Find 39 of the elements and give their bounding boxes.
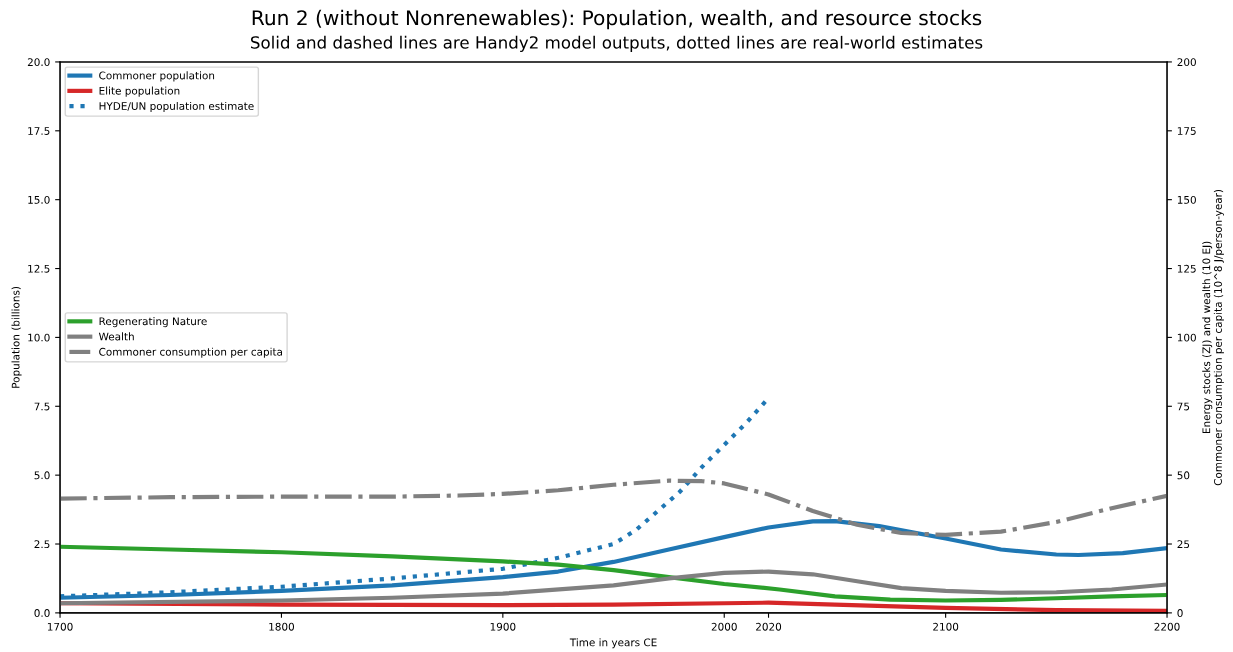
y2-tick-label: 0 [1177, 609, 1183, 617]
chart-subtitle: Solid and dashed lines are Handy2 model outputs, dotted lines are real-world estimates [250, 35, 983, 52]
y-axis-title: Population (billions) [11, 286, 22, 388]
x-tick-label: 1900 [490, 622, 516, 631]
y2-tick-label: 175 [1177, 127, 1196, 135]
legend-label: Elite population [99, 86, 180, 97]
chart-title: Run 2 (without Nonrenewables): Population, wealth, and resource stocks [252, 9, 982, 30]
line-series [60, 478, 1168, 538]
y2-tick-label: 125 [1177, 264, 1196, 273]
y2-tick-label: 150 [1177, 195, 1196, 204]
line-series [60, 544, 1168, 603]
x-tick-label: 2020 [756, 622, 782, 631]
line-series [60, 569, 1168, 606]
y-tick-label: 0.0 [34, 609, 50, 617]
y-tick-label: 20.0 [27, 58, 50, 67]
y-tick-label: 10.0 [28, 333, 50, 342]
legend-label: Regenerating Nature [99, 317, 207, 328]
y-tick-label: 17.5 [28, 127, 50, 135]
y2-axis-title: Energy stocks (ZJ) and wealth (10 EJ) Commoner consumption per capita (10^8 J/person-year) [1202, 189, 1224, 486]
x-tick-label: 2200 [1154, 622, 1180, 631]
y2-tick-label: 75 [1177, 402, 1190, 411]
y2-tick-label: 50 [1177, 471, 1190, 480]
x-tick-label: 2000 [711, 622, 737, 631]
y-tick-label: 2.5 [34, 540, 50, 549]
y2-tick-label: 200 [1177, 58, 1196, 67]
x-tick-label: 1700 [47, 622, 73, 631]
x-axis-title: Time in years CE [569, 638, 657, 649]
legend-label: Commoner consumption per capita [99, 347, 283, 358]
y2-tick-label: 100 [1177, 333, 1196, 342]
x-tick-label: 1800 [269, 622, 295, 631]
y-tick-label: 12.5 [28, 264, 50, 273]
y-tick-label: 15.0 [28, 195, 50, 204]
y-tick-label: 5.0 [34, 471, 50, 480]
y-tick-label: 7.5 [34, 402, 50, 411]
legend-label: Commoner population [99, 71, 215, 82]
legend-label: HYDE/UN population estimate [99, 101, 254, 112]
y2-tick-label: 25 [1177, 540, 1190, 549]
legend-label: Wealth [98, 332, 134, 341]
x-tick-label: 2100 [933, 622, 959, 631]
